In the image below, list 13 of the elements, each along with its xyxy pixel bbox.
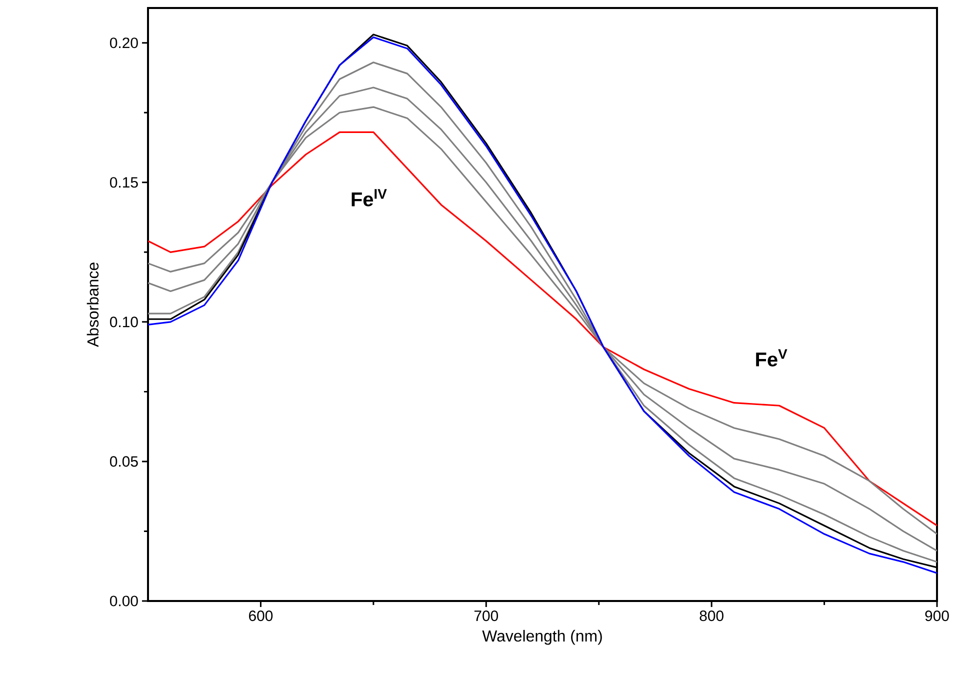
y-axis-title: Absorbance xyxy=(86,262,99,347)
y-tick-label: 0.10 xyxy=(110,316,138,328)
annotation: Fe$^{IV}$ xyxy=(352,189,387,206)
x-tick-label: 700 xyxy=(474,610,498,622)
annotation: Fe$^{V}$ xyxy=(756,349,788,366)
y-tick-label: 0.00 xyxy=(110,596,138,606)
x-tick-label: 600 xyxy=(249,610,273,622)
y-tick-label: 0.05 xyxy=(110,456,138,467)
x-tick-label: 900 xyxy=(925,610,949,622)
y-tick-label: 0.15 xyxy=(110,177,138,188)
y-tick-label: 0.20 xyxy=(110,38,138,48)
x-axis-title: Wavelength (nm) xyxy=(482,630,602,645)
x-tick-label: 800 xyxy=(700,610,724,622)
